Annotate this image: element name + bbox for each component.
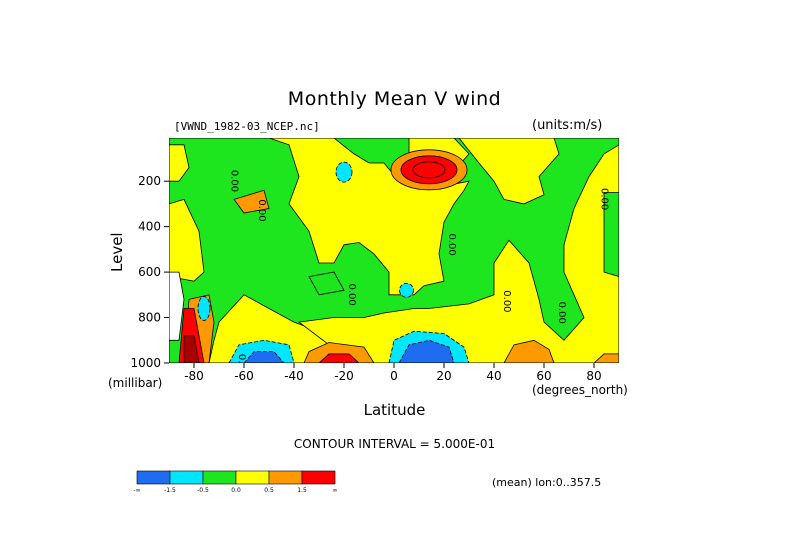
contour-region <box>169 144 190 182</box>
colorbar-swatch <box>301 470 336 485</box>
x-tick-label: 0 <box>390 369 398 383</box>
colorbar-label: 0.0 <box>231 487 241 494</box>
colorbar-swatch <box>169 470 204 485</box>
contour-region <box>593 353 619 363</box>
contour-interval-label: CONTOUR INTERVAL = 5.000E-01 <box>293 437 496 451</box>
contour-label: 0.00 <box>229 170 240 192</box>
cyan-patch <box>399 282 414 298</box>
colorbar-swatch <box>136 470 171 485</box>
contour-region <box>183 335 200 363</box>
contour-region <box>308 271 345 296</box>
colorbar-label: -0.5 <box>197 487 209 494</box>
contour-label: 0.00 <box>236 354 247 376</box>
contour-region <box>458 138 560 205</box>
x-tick-label: -20 <box>334 369 354 383</box>
contour-region <box>303 342 375 363</box>
colorbar-label: 1.5 <box>297 487 307 494</box>
missing-region <box>169 271 185 341</box>
x-tick-label: 60 <box>536 369 551 383</box>
x-tick-label: 40 <box>486 369 501 383</box>
contour-region <box>169 198 205 282</box>
contour-region <box>297 144 619 363</box>
colorbar-label: 0.5 <box>264 487 274 494</box>
colorbar-label: ∞ <box>333 487 338 494</box>
x-tick-label: 20 <box>436 369 451 383</box>
y-tick-label: 800 <box>138 311 161 325</box>
colorbar-label: -1.5 <box>164 487 176 494</box>
mean-note: (mean) lon:0..357.5 <box>492 476 602 489</box>
contour-label: 0.00 <box>556 302 567 324</box>
contour-region <box>503 339 555 363</box>
contour-region <box>603 192 619 278</box>
contour-label: 0.00 <box>256 199 267 221</box>
y-axis-units: (millibar) <box>108 376 163 390</box>
x-tick-label: -60 <box>234 369 254 383</box>
cyan-patch <box>197 296 211 321</box>
contour-region <box>398 339 455 363</box>
x-tick-label: -80 <box>184 369 204 383</box>
y-tick-label: 1000 <box>130 356 161 370</box>
contour-label: 0.00 <box>446 233 457 255</box>
x-tick-label: 80 <box>586 369 601 383</box>
x-tick-label: -40 <box>284 369 304 383</box>
colorbar-swatch <box>235 470 270 485</box>
y-tick-label: 600 <box>138 265 161 279</box>
filled-contours: 0.00 0.00 0.00 0.00 0.00 0.00 0.00 0.00 <box>169 138 619 376</box>
units-label: (units:m/s) <box>532 118 603 133</box>
contour-region <box>233 189 270 214</box>
colorbar: -∞ -1.5 -0.5 0.0 0.5 1.5 ∞ <box>133 470 338 494</box>
dataset-label: [VWND_1982-03_NCEP.nc] <box>174 120 320 133</box>
colorbar-swatch <box>202 470 237 485</box>
x-axis-label: Latitude <box>363 401 426 419</box>
jet-core-region <box>412 161 446 179</box>
colorbar-swatch <box>268 470 303 485</box>
contour-label: 0.00 <box>599 188 610 210</box>
y-tick-label: 400 <box>138 220 161 234</box>
contour-region <box>318 353 360 363</box>
colorbar-label: -∞ <box>133 487 140 494</box>
contour-region <box>243 351 285 363</box>
chart-title: Monthly Mean V wind <box>287 88 502 110</box>
axis-ticks: -80 -60 -40 -20 0 20 40 60 80 200 400 600 800 1000 <box>130 174 601 383</box>
cyan-patch <box>335 161 353 183</box>
contour-label: 0.00 <box>346 283 357 305</box>
contour-label: 0.00 <box>501 290 512 312</box>
y-tick-label: 200 <box>138 174 161 188</box>
x-axis-units: (degrees_north) <box>532 383 628 397</box>
